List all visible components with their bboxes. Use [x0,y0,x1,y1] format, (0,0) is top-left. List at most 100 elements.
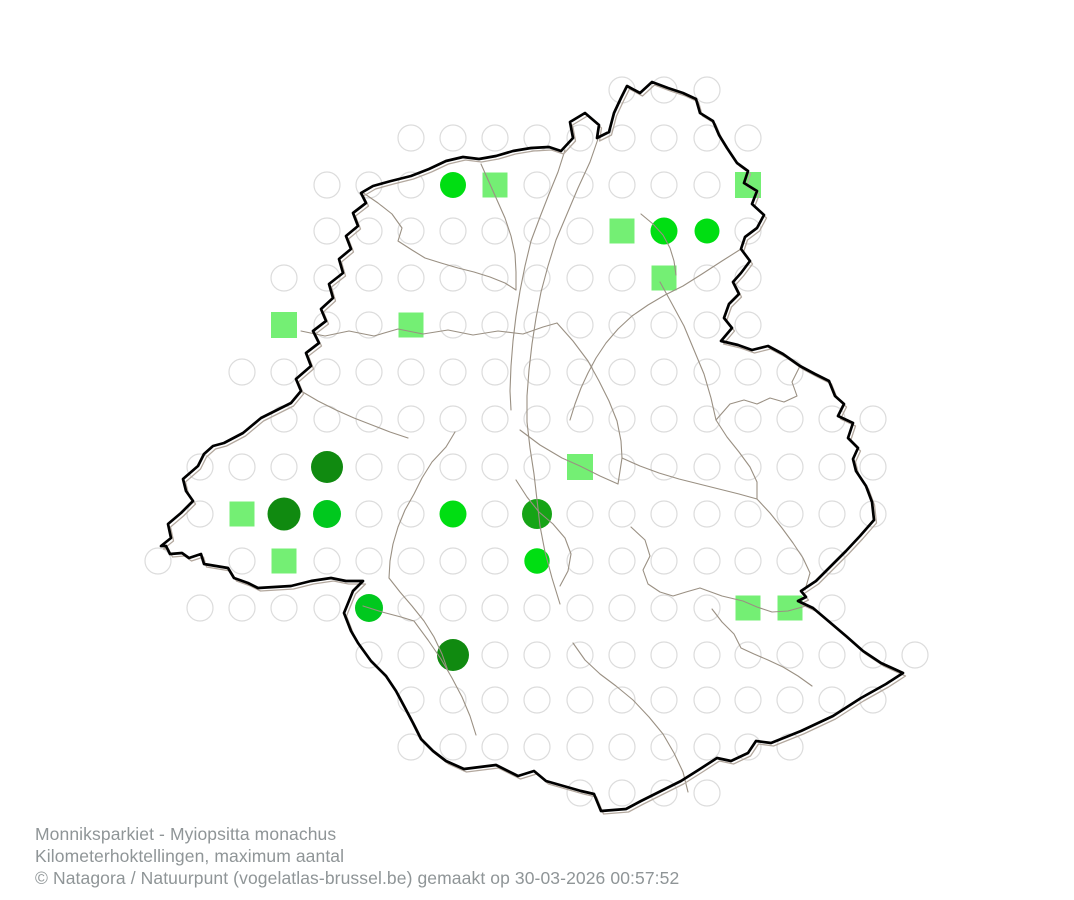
grid-cell-empty [650,686,678,714]
grid-cell-empty [481,124,509,152]
grid-cell-empty [228,547,256,575]
grid-cell-empty [186,594,214,622]
grid-cell-empty [566,171,594,199]
grid-cell-empty [650,405,678,433]
grid-cell-empty [608,547,636,575]
grid-cell-empty [270,594,298,622]
grid-cell-empty [608,311,636,339]
grid-cell-empty [439,358,467,386]
grid-cell-empty [734,641,762,669]
grid-cell-empty [734,686,762,714]
grid-cell-empty [439,405,467,433]
grid-cell-empty [776,500,804,528]
grid-cell-empty [270,453,298,481]
grid-cell-empty [693,264,721,292]
grid-cell-empty [693,594,721,622]
grid-cell-empty [693,686,721,714]
grid-cell-empty [693,641,721,669]
grid-cell-empty [228,594,256,622]
municipal-boundaries [300,135,813,793]
grid-cell-empty [608,641,636,669]
grid-cell-empty [481,311,509,339]
observation-circle [313,500,341,528]
grid-cell-empty [566,500,594,528]
grid-cell-empty [608,405,636,433]
grid-cell-empty [228,453,256,481]
grid-cell-empty [313,594,341,622]
grid-cell-empty [481,547,509,575]
grid-cell-empty [313,171,341,199]
grid-cell-empty [650,500,678,528]
grid-cell-empty [734,264,762,292]
grid-cell-empty [439,311,467,339]
grid-cell-empty [566,311,594,339]
grid-cell-empty [693,500,721,528]
grid-cell-empty [566,641,594,669]
observation-circle [650,217,678,245]
grid-cell-empty [901,641,929,669]
grid-cell-empty [481,264,509,292]
grid-cell-empty [566,594,594,622]
grid-cell-empty [313,311,341,339]
grid-cell-empty [818,500,846,528]
observation-circle [524,548,550,574]
grid-cell-empty [608,171,636,199]
grid-cell-empty [650,171,678,199]
grid-cell-empty [355,641,383,669]
grid-cell-empty [313,547,341,575]
grid-cell-empty [608,124,636,152]
observation-circle [439,500,467,528]
grid-cell-empty [566,405,594,433]
grid-cell-empty [439,686,467,714]
observation-circle [267,497,301,531]
grid-cell-empty [650,124,678,152]
grid-cell-empty [734,547,762,575]
grid-cell-empty [481,405,509,433]
grid-cell-empty [693,733,721,761]
grid-cell-empty [523,686,551,714]
grid-cell-empty [481,500,509,528]
grid-cell-empty [693,76,721,104]
grid-cell-empty [776,453,804,481]
grid-cell-empty [608,594,636,622]
observation-circle [694,218,720,244]
grid-cell-empty [859,405,887,433]
grid-cell-empty [355,405,383,433]
observation-grid [144,76,929,807]
grid-cell-empty [818,547,846,575]
grid-cell-empty [734,733,762,761]
grid-cell-empty [566,547,594,575]
grid-cell-empty [608,779,636,807]
grid-cell-empty [523,264,551,292]
species-title: Monniksparkiet - Myiopsitta monachus [35,824,337,844]
grid-cell-empty [566,733,594,761]
grid-cell-empty [439,217,467,245]
grid-cell-empty [523,217,551,245]
grid-cell-empty [397,594,425,622]
grid-cell-empty [313,358,341,386]
grid-cell-empty [693,547,721,575]
grid-cell-empty [566,358,594,386]
grid-cell-empty [650,733,678,761]
grid-cell-empty [818,594,846,622]
grid-cell-empty [650,453,678,481]
grid-cell-empty [523,358,551,386]
grid-cell-empty [439,264,467,292]
grid-cell-empty [650,641,678,669]
observation-square [229,501,255,527]
grid-cell-empty [693,779,721,807]
grid-cell-empty [397,733,425,761]
grid-cell-empty [650,547,678,575]
grid-cell-empty [355,311,383,339]
grid-cell-empty [566,217,594,245]
grid-cell-empty [818,641,846,669]
map-caption: Monniksparkiet - Myiopsitta monachus Kil… [35,823,679,889]
grid-cell-empty [481,733,509,761]
grid-cell-empty [650,779,678,807]
grid-cell-empty [270,358,298,386]
grid-cell-empty [397,547,425,575]
grid-cell-empty [355,453,383,481]
observation-square [567,454,593,480]
grid-cell-empty [397,405,425,433]
